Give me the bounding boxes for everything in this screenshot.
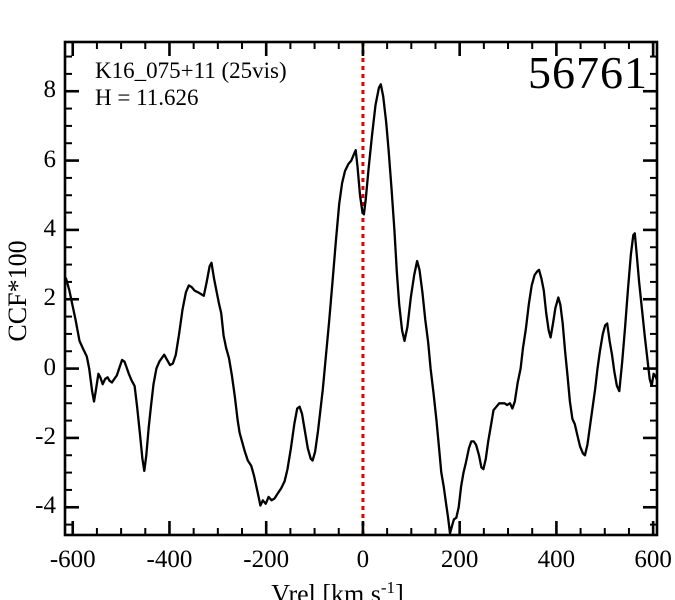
y-tick-label: -4 [35,492,56,520]
y-tick-label: 6 [43,145,57,173]
target-annotation: K16_075+11 (25vis) [95,58,287,83]
x-tick-label: -600 [49,546,96,573]
y-tick-label: -2 [35,422,56,450]
x-axis-title-text: Vrel [km s [271,579,381,600]
axis-ticks [65,42,657,535]
y-tick-label: 0 [43,353,57,381]
x-tick-label: -200 [243,546,290,573]
x-axis-title: Vrel [km s-1] [0,574,675,600]
y-axis-title: CCF*100 [3,240,32,342]
hmag-annotation: H = 11.626 [95,85,199,110]
x-axis-title-close: ] [395,579,404,600]
y-tick-label: 2 [43,284,57,312]
ccf-curve [65,83,657,535]
x-tick-label: 600 [634,546,672,573]
x-tick-label: 400 [537,546,576,573]
y-tick-label: 8 [43,76,57,104]
x-tick-label: 0 [356,546,370,573]
plot-box-border [63,40,659,537]
x-tick-label: -400 [146,546,193,573]
x-tick-label: 200 [440,546,479,573]
star-id-label: 56761 [528,47,648,98]
y-tick-label: 4 [43,214,57,242]
x-axis-title-superscript: -1 [380,578,396,597]
